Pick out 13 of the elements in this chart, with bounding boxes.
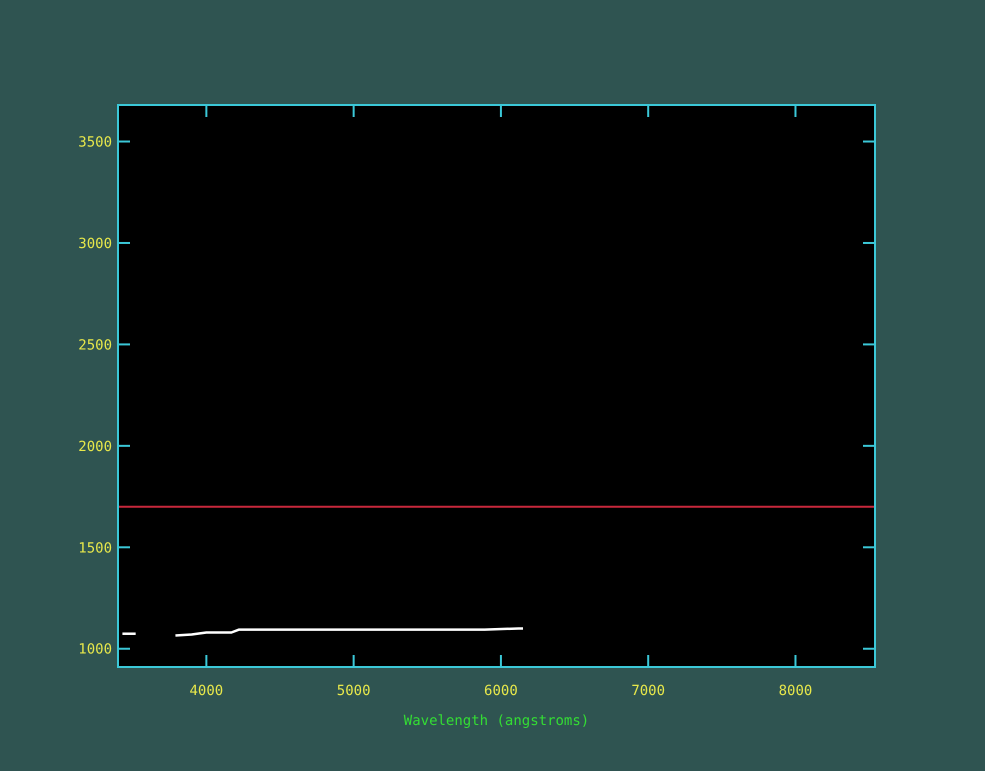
line-series [174,627,524,637]
y-tick-label: 2500 [78,337,112,354]
x-axis-title: Wavelength (angstroms) [404,713,590,729]
x-tick-label: 4000 [190,683,224,699]
x-tick-label: 5000 [336,683,370,699]
y-tick-label: 3000 [78,236,112,252]
y-tick-label: 1500 [78,540,112,556]
x-tick-label: 8000 [778,683,812,699]
y-tick-label: 3500 [78,134,112,151]
x-tick-label: 6000 [484,683,518,699]
y-tick-label: 1000 [78,642,112,658]
x-tick-label: 7000 [631,683,666,699]
y-tick-label: 2000 [78,438,112,455]
